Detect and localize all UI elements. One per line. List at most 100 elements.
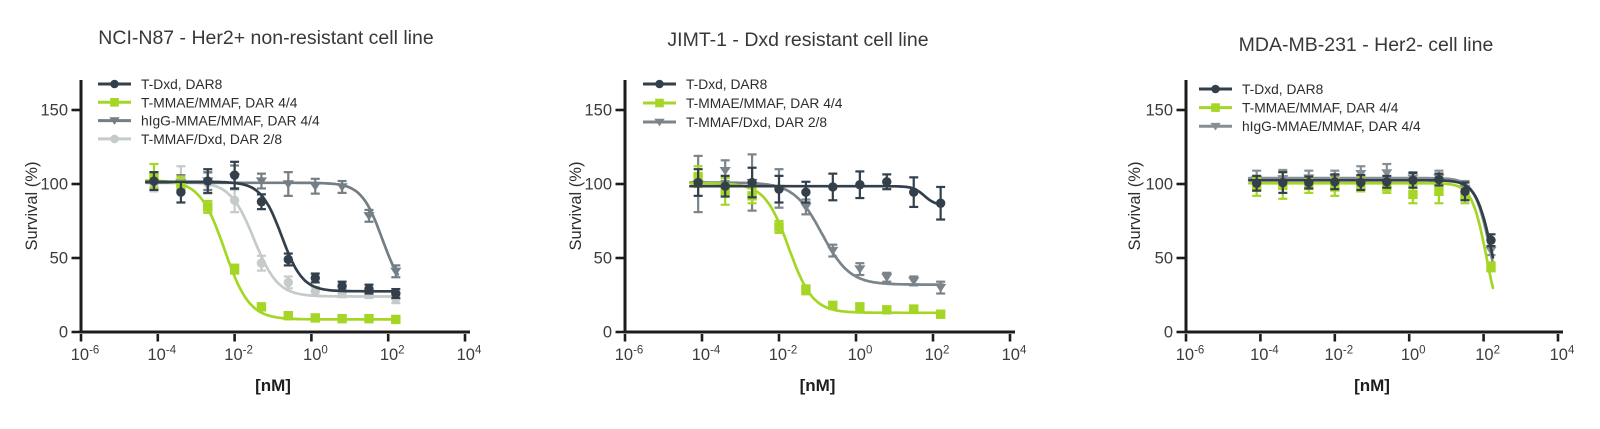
y-tick-label: 50 — [50, 250, 68, 268]
x-tick-label: 100 — [848, 345, 873, 365]
data-point-marker — [909, 304, 919, 314]
data-point-marker — [364, 313, 374, 324]
data-point-marker — [1460, 186, 1470, 197]
data-point-marker — [1408, 175, 1418, 185]
series-curve — [689, 181, 944, 286]
x-tick-label: 10-4 — [692, 345, 721, 365]
data-point-marker — [229, 170, 240, 180]
y-tick-label: 0 — [1164, 324, 1173, 342]
data-point-marker — [719, 166, 731, 176]
y-tick-label: 150 — [1145, 102, 1173, 120]
x-tick-label: 100 — [303, 345, 328, 365]
y-tick-label: 50 — [594, 250, 612, 268]
y-tick-label: 100 — [40, 176, 68, 194]
legend-item: T-MMAF/Dxd, DAR 2/8 — [643, 115, 827, 130]
data-point-marker — [935, 283, 947, 293]
x-tick-label: 10-6 — [615, 345, 644, 365]
data-point-marker — [1304, 177, 1314, 188]
legend-item: T-Dxd, DAR8 — [643, 77, 768, 92]
data-point-marker — [176, 187, 186, 197]
y-tick-label: 0 — [603, 324, 612, 342]
x-tick-label: 10-2 — [224, 345, 253, 365]
legend-item: hIgG-MMAE/MMAF, DAR 4/4 — [1199, 119, 1421, 134]
series-curve — [689, 184, 944, 207]
data-point-marker — [256, 302, 267, 312]
series-curve — [1247, 178, 1495, 259]
data-point-marker — [337, 281, 347, 291]
data-point-marker — [693, 177, 703, 188]
data-point-marker — [774, 222, 784, 232]
x-tick-label: 104 — [1002, 345, 1027, 365]
legend-marker — [654, 118, 665, 127]
legend-item: T-Dxd, DAR8 — [98, 77, 223, 92]
chart-title: MDA-MB-231 - Her2- cell line — [1239, 34, 1494, 56]
x-tick-label: 10-2 — [1325, 345, 1354, 365]
series-group — [144, 160, 401, 300]
data-point-marker — [1434, 186, 1444, 197]
data-point-marker — [854, 265, 866, 274]
series-curve — [689, 181, 944, 315]
legend-label: T-Dxd, DAR8 — [686, 77, 768, 92]
chart-title: NCI-N87 - Her2+ non-resistant cell line — [98, 27, 433, 49]
data-point-marker — [935, 309, 946, 319]
y-axis-label: Survival (%) — [23, 162, 41, 251]
data-point-marker — [1382, 177, 1392, 187]
data-point-marker — [881, 273, 893, 282]
data-point-marker — [855, 302, 865, 312]
data-point-marker — [1330, 177, 1340, 187]
data-point-marker — [391, 288, 401, 299]
legend-item: T-MMAE/MMAF, DAR 4/4 — [1199, 101, 1399, 116]
data-point-marker — [774, 184, 784, 194]
legend: T-Dxd, DAR8 T-MMAE/MMAF, DAR 4/4 hIgG-MMAE… — [98, 77, 320, 147]
x-tick-label: 102 — [925, 345, 950, 365]
series-group — [689, 166, 946, 221]
data-point-marker — [364, 284, 374, 294]
x-tick-label: 102 — [380, 345, 405, 365]
data-point-marker — [390, 267, 402, 277]
x-tick-label: 102 — [1475, 345, 1500, 365]
chart-nci-n87: 10-6 10-4 10-2 100 102 104 0 50 100 150 [nM] Surviv… — [23, 27, 482, 395]
data-point-marker — [229, 264, 240, 274]
x-tick-label: 10-4 — [148, 345, 177, 365]
series-curve — [1247, 176, 1495, 265]
series-curve — [144, 179, 400, 321]
series-group — [1247, 171, 1496, 259]
legend-item: T-MMAE/MMAF, DAR 4/4 — [643, 96, 843, 111]
data-point-marker — [908, 277, 920, 286]
chart-panel-nci-n87: 10-6 10-4 10-2 100 102 104 0 50 100 150 [nM] Surviv… — [0, 0, 533, 429]
legend-marker — [110, 98, 119, 107]
data-point-marker — [255, 177, 268, 186]
legend-marker — [655, 98, 664, 108]
data-point-marker — [1251, 178, 1262, 188]
legend-marker — [1210, 122, 1221, 131]
series-group — [1247, 162, 1497, 265]
data-point-marker — [801, 285, 811, 295]
data-point-marker — [229, 195, 240, 205]
legend: T-Dxd, DAR8 T-MMAE/MMAF, DAR 4/4 T-MMAF/Dx… — [643, 77, 843, 130]
legend-label: T-MMAE/MMAF, DAR 4/4 — [1242, 101, 1399, 116]
legend-label: hIgG-MMAE/MMAF, DAR 4/4 — [141, 114, 320, 129]
chart-panel-jimt-1: 10-6 10-4 10-2 100 102 104 0 50 100 150 [nM] Surviv… — [533, 0, 1066, 429]
data-point-marker — [310, 273, 320, 283]
x-tick-label: 104 — [1550, 345, 1575, 365]
data-point-marker — [1408, 189, 1418, 200]
data-point-marker — [882, 305, 892, 315]
data-point-marker — [935, 198, 946, 208]
legend-label: T-MMAE/MMAF, DAR 4/4 — [686, 96, 843, 111]
legend-item: T-Dxd, DAR8 — [1199, 82, 1324, 97]
chart-jimt-1: 10-6 10-4 10-2 100 102 104 0 50 100 150 [nM] Surviv… — [567, 29, 1027, 395]
data-point-marker — [747, 177, 757, 188]
legend-label: hIgG-MMAE/MMAF, DAR 4/4 — [1242, 119, 1421, 134]
chart-panel-mda-mb-231: 10-6 10-4 10-2 100 102 104 0 50 100 150 [nM] Surviv… — [1066, 0, 1600, 429]
data-point-marker — [800, 203, 812, 212]
x-axis-label: [nM] — [1354, 376, 1390, 395]
legend-label: T-Dxd, DAR8 — [141, 77, 223, 92]
data-point-marker — [855, 180, 865, 190]
data-point-marker — [203, 176, 213, 186]
legend-item: T-MMAE/MMAF, DAR 4/4 — [98, 95, 298, 110]
x-tick-label: 104 — [457, 345, 482, 365]
x-tick-label: 10-6 — [1176, 345, 1205, 365]
y-tick-label: 50 — [1155, 250, 1173, 268]
data-point-marker — [283, 277, 293, 288]
legend-marker — [655, 79, 664, 89]
